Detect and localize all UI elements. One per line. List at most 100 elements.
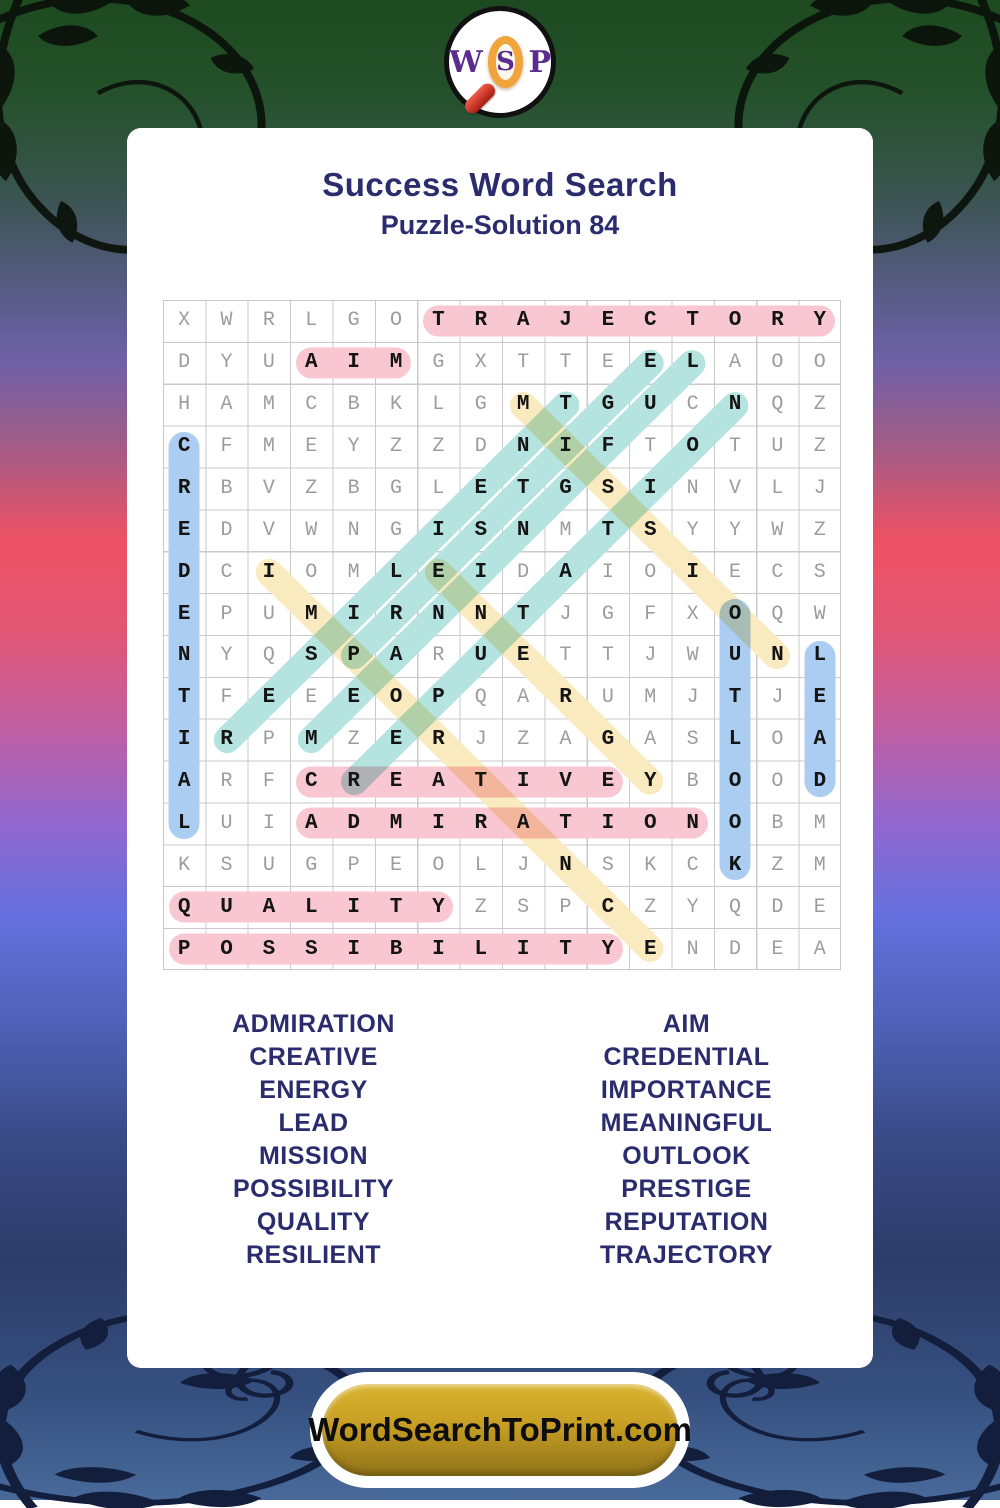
grid-cell: Z xyxy=(390,435,403,459)
grid-cell: O xyxy=(728,602,742,626)
grid-cell: T xyxy=(177,686,191,710)
grid-cell: B xyxy=(220,476,233,500)
grid-cell: R xyxy=(432,728,445,752)
grid-cell: G xyxy=(432,351,445,375)
word-list-item: POSSIBILITY xyxy=(232,1175,395,1203)
grid-cell: I xyxy=(432,937,445,961)
grid-cell: E xyxy=(813,686,827,710)
grid-cell: Z xyxy=(347,728,360,752)
grid-cell: C xyxy=(220,560,233,584)
grid-cell: M xyxy=(813,811,826,835)
grid-cell: T xyxy=(559,644,572,668)
grid-cell: L xyxy=(813,644,827,668)
word-list-right-column: AIM CREDENTIAL IMPORTANCE MEANINGFUL OUTLOOK… xyxy=(500,1008,873,1272)
grid-cell: I xyxy=(262,560,276,584)
grid-cell: B xyxy=(389,937,403,961)
grid-cell: D xyxy=(517,560,530,584)
grid-cell: C xyxy=(177,435,191,459)
grid-cell: J xyxy=(813,476,826,500)
grid-cell: Z xyxy=(474,895,487,919)
grid-cell: O xyxy=(220,937,233,961)
grid-cell: I xyxy=(432,811,445,835)
grid-cell: U xyxy=(474,644,488,668)
grid-cell: A xyxy=(517,686,530,710)
grid-cell: N xyxy=(516,435,530,459)
grid-cell: X xyxy=(686,602,699,626)
grid-cell: D xyxy=(220,518,233,542)
grid-cell: T xyxy=(516,476,530,500)
grid-cell: U xyxy=(262,602,275,626)
grid-cell: P xyxy=(347,644,360,668)
grid-cell: R xyxy=(559,686,572,710)
footer-site-button[interactable]: WordSearchToPrint.com xyxy=(308,1372,692,1488)
grid-cell: I xyxy=(347,895,360,919)
grid-cell: O xyxy=(813,351,826,375)
grid-cell: S xyxy=(813,560,826,584)
grid-cell: A xyxy=(644,728,657,752)
grid-cell: M xyxy=(559,518,572,542)
grid-cell: Z xyxy=(813,435,826,459)
grid-cell: P xyxy=(432,686,445,710)
highlight-possibility xyxy=(169,933,623,965)
grid-cell: W xyxy=(813,602,826,626)
grid-cell: V xyxy=(559,770,572,794)
grid-cell: J xyxy=(474,728,487,752)
grid-cell: T xyxy=(559,351,572,375)
grid-cell: I xyxy=(686,560,699,584)
grid-cell: M xyxy=(644,686,657,710)
grid-cell: Z xyxy=(771,853,784,877)
grid-cell: A xyxy=(516,811,530,835)
grid-cell: S xyxy=(305,644,318,668)
grid-cell: U xyxy=(262,351,275,375)
grid-cell: C xyxy=(644,309,657,333)
grid-cell: Z xyxy=(813,393,826,417)
word-list-item: REPUTATION xyxy=(604,1208,769,1236)
grid-cell: O xyxy=(389,686,403,710)
grid-cell: N xyxy=(177,644,191,668)
grid-cell: F xyxy=(644,602,657,626)
grid-cell: U xyxy=(601,686,614,710)
grid-cell: W xyxy=(771,518,784,542)
grid-cell: E xyxy=(813,895,826,919)
grid-cell: Y xyxy=(432,895,445,919)
grid-cell: Y xyxy=(220,351,233,375)
puzzle-solution-number: Puzzle-Solution 84 xyxy=(380,210,620,240)
grid-cell: T xyxy=(517,351,530,375)
logo-letter-s: S xyxy=(496,47,515,77)
grid-cell: E xyxy=(305,686,318,710)
grid-cell: I xyxy=(177,728,191,752)
puzzle-card: Success Word Search Puzzle-Solution 84 X… xyxy=(127,128,873,1368)
grid-cell: L xyxy=(389,560,403,584)
grid-cell: R xyxy=(474,309,488,333)
grid-cell: S xyxy=(517,895,530,919)
grid-cell: S xyxy=(474,518,488,542)
grid-cell: A xyxy=(559,560,572,584)
grid-cell: R xyxy=(220,728,233,752)
grid-cell: Q xyxy=(729,895,742,919)
grid-cell: L xyxy=(474,937,488,961)
grid-cell: L xyxy=(177,811,191,835)
grid-cell: U xyxy=(262,853,275,877)
grid-cell: G xyxy=(390,518,403,542)
word-list-item: PRESTIGE xyxy=(621,1175,752,1203)
grid-cell: B xyxy=(347,393,360,417)
grid-cell: T xyxy=(474,770,488,794)
grid-cell: Y xyxy=(686,518,699,542)
grid-cell: W xyxy=(305,518,318,542)
word-list-item: ADMIRATION xyxy=(232,1010,395,1038)
grid-cell: P xyxy=(559,895,572,919)
grid-cell: J xyxy=(771,686,784,710)
grid-cell: Q xyxy=(177,895,191,919)
grid-cell: E xyxy=(390,853,403,877)
grid-cell: T xyxy=(601,644,614,668)
grid-cell: A xyxy=(262,895,276,919)
grid-cell: H xyxy=(178,393,191,417)
grid-cell: P xyxy=(262,728,275,752)
grid-cell: Y xyxy=(729,518,742,542)
grid-cell: E xyxy=(177,602,191,626)
word-list-item: LEAD xyxy=(278,1109,349,1137)
grid-cell: M xyxy=(347,560,360,584)
grid-cell: C xyxy=(305,770,318,794)
grid-cell: R xyxy=(432,644,445,668)
